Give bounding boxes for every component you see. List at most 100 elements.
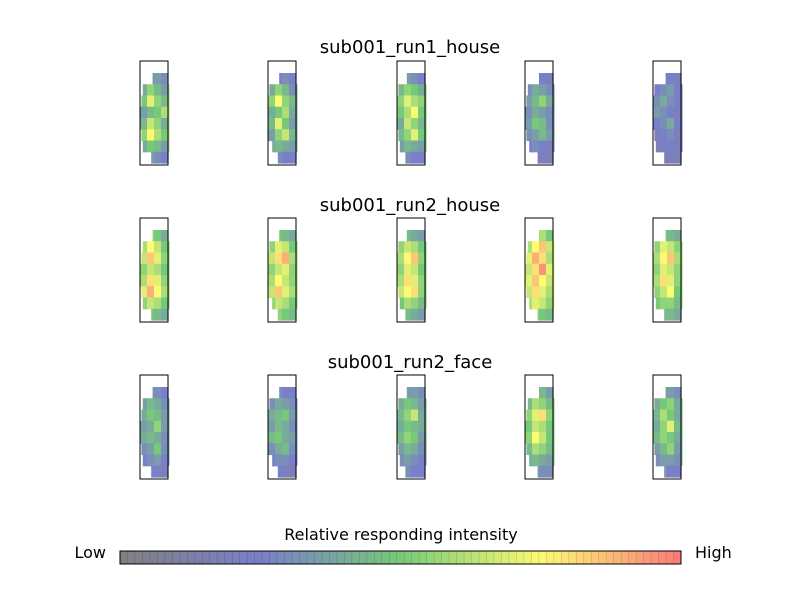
intensity-cell bbox=[275, 252, 283, 265]
colorbar-segment bbox=[471, 551, 480, 564]
intensity-cell bbox=[269, 398, 276, 411]
intensity-cell bbox=[667, 308, 675, 321]
brain-slice bbox=[139, 217, 170, 323]
intensity-cell bbox=[654, 443, 661, 456]
intensity-cell bbox=[674, 432, 682, 444]
slice-edge bbox=[168, 398, 170, 466]
intensity-cell bbox=[275, 106, 283, 119]
slice-edge bbox=[296, 398, 298, 466]
intensity-cell bbox=[398, 443, 405, 456]
colorbar-segment bbox=[269, 551, 278, 564]
intensity-cell bbox=[655, 140, 661, 153]
brain-slice bbox=[524, 374, 555, 480]
intensity-cell bbox=[268, 129, 276, 142]
intensity-cell bbox=[532, 241, 540, 254]
intensity-cell bbox=[667, 140, 675, 153]
intensity-cell bbox=[664, 151, 668, 164]
colorbar-segment bbox=[621, 551, 630, 564]
intensity-cell bbox=[275, 409, 283, 422]
intensity-cell bbox=[289, 129, 297, 142]
intensity-cell bbox=[140, 432, 148, 444]
intensity-cell bbox=[275, 398, 283, 411]
intensity-cell bbox=[660, 252, 668, 265]
intensity-cell bbox=[654, 286, 661, 299]
intensity-cell bbox=[539, 465, 547, 478]
intensity-cell bbox=[660, 297, 668, 310]
intensity-cell bbox=[411, 398, 419, 411]
intensity-cell bbox=[546, 465, 554, 478]
intensity-cell bbox=[397, 252, 405, 265]
intensity-cell bbox=[411, 106, 419, 119]
brain-slice bbox=[652, 217, 683, 323]
colorbar-segment bbox=[449, 551, 457, 564]
intensity-cell bbox=[404, 443, 412, 456]
intensity-cell bbox=[411, 84, 419, 97]
slice-frame bbox=[139, 374, 169, 480]
intensity-cell bbox=[282, 308, 290, 321]
intensity-cell bbox=[154, 118, 162, 130]
slice-edge bbox=[296, 241, 298, 309]
intensity-cell bbox=[147, 297, 155, 310]
intensity-cell bbox=[161, 275, 169, 287]
intensity-cell bbox=[147, 118, 155, 130]
intensity-cell bbox=[653, 409, 661, 422]
intensity-cell bbox=[404, 398, 412, 411]
intensity-cell bbox=[398, 241, 405, 254]
intensity-cell bbox=[161, 252, 169, 265]
intensity-cell bbox=[140, 420, 148, 433]
colorbar-segment bbox=[598, 551, 607, 564]
colorbar-segment bbox=[344, 551, 353, 564]
intensity-cell bbox=[405, 151, 412, 164]
intensity-cell bbox=[418, 308, 426, 321]
intensity-cell bbox=[405, 465, 412, 478]
colorbar-segment bbox=[666, 551, 674, 564]
intensity-cell bbox=[282, 409, 290, 422]
intensity-cell bbox=[161, 151, 169, 164]
intensity-cell bbox=[289, 252, 297, 265]
intensity-cell bbox=[653, 252, 661, 265]
intensity-cell bbox=[674, 84, 682, 97]
intensity-cell bbox=[411, 387, 419, 399]
intensity-cell bbox=[161, 409, 169, 422]
colorbar-segment bbox=[508, 551, 517, 564]
intensity-cell bbox=[411, 275, 419, 287]
intensity-cell bbox=[289, 286, 297, 299]
intensity-cell bbox=[289, 263, 297, 276]
colorbar-segment bbox=[396, 551, 405, 564]
brain-slice bbox=[139, 374, 170, 480]
intensity-cell bbox=[546, 252, 554, 265]
intensity-cell bbox=[411, 465, 419, 478]
intensity-cell bbox=[546, 420, 554, 433]
intensity-cell bbox=[279, 387, 283, 399]
colorbar-segment bbox=[172, 551, 181, 564]
intensity-cell bbox=[529, 140, 533, 153]
intensity-cell bbox=[275, 420, 283, 433]
intensity-cell bbox=[418, 140, 426, 153]
intensity-cell bbox=[654, 241, 661, 254]
slice-edge bbox=[168, 241, 170, 309]
slice-edge bbox=[425, 241, 427, 309]
intensity-cell bbox=[147, 398, 155, 411]
intensity-cell bbox=[154, 409, 162, 422]
intensity-cell bbox=[268, 252, 276, 265]
intensity-cell bbox=[279, 230, 283, 242]
intensity-cell bbox=[154, 106, 162, 119]
intensity-cell bbox=[154, 443, 162, 456]
intensity-cell bbox=[147, 129, 155, 142]
intensity-cell bbox=[674, 140, 682, 153]
colorbar-segment bbox=[321, 551, 330, 564]
intensity-cell bbox=[282, 443, 290, 456]
intensity-cell bbox=[161, 398, 169, 411]
slice-frame bbox=[139, 60, 169, 166]
intensity-cell bbox=[147, 95, 155, 108]
colorbar-segment bbox=[329, 551, 338, 564]
intensity-cell bbox=[674, 73, 682, 85]
intensity-cell bbox=[674, 420, 682, 433]
intensity-cell bbox=[660, 275, 668, 287]
intensity-cell bbox=[546, 387, 554, 399]
intensity-cell bbox=[282, 275, 290, 287]
intensity-cell bbox=[161, 308, 169, 321]
intensity-cell bbox=[546, 241, 554, 254]
intensity-cell bbox=[525, 106, 533, 119]
intensity-cell bbox=[398, 129, 405, 142]
